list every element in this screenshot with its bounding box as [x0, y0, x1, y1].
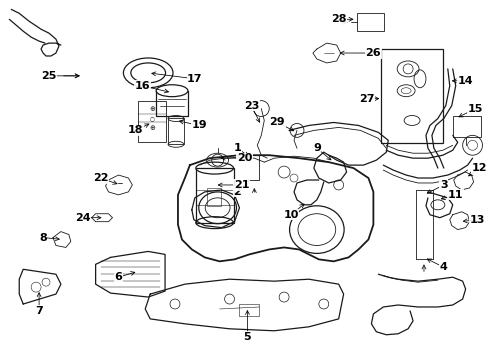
Text: 1: 1: [233, 143, 241, 153]
Text: 13: 13: [469, 215, 484, 225]
Text: 8: 8: [39, 233, 47, 243]
Text: 6: 6: [114, 272, 122, 282]
Bar: [206, 188, 220, 206]
Text: 11: 11: [447, 190, 463, 200]
Text: 7: 7: [35, 306, 43, 316]
Text: ⊕: ⊕: [149, 125, 155, 131]
Text: 12: 12: [471, 163, 486, 173]
Bar: [138, 101, 166, 142]
Text: 20: 20: [236, 153, 252, 163]
Text: ⊕: ⊕: [149, 105, 155, 112]
Bar: [356, 13, 384, 31]
Text: 25: 25: [41, 71, 57, 81]
Text: 29: 29: [269, 117, 285, 127]
Text: 10: 10: [283, 210, 298, 220]
Text: 24: 24: [75, 213, 90, 223]
Text: 2: 2: [233, 187, 241, 197]
Text: 26: 26: [365, 48, 381, 58]
Text: 21: 21: [233, 180, 249, 190]
Text: 17: 17: [187, 74, 202, 84]
Text: 15: 15: [467, 104, 482, 113]
Bar: [381, 49, 442, 143]
Text: 14: 14: [457, 76, 472, 86]
Text: 5: 5: [243, 332, 251, 342]
Text: 9: 9: [312, 143, 320, 153]
Text: 27: 27: [358, 94, 373, 104]
Text: 3: 3: [439, 180, 447, 190]
Bar: [168, 118, 183, 144]
Text: 22: 22: [93, 173, 108, 183]
Text: 23: 23: [243, 100, 259, 111]
Text: 18: 18: [127, 125, 143, 135]
Text: 4: 4: [439, 262, 447, 272]
Bar: [239, 304, 259, 316]
Text: 19: 19: [192, 121, 207, 130]
Bar: [452, 116, 480, 138]
Bar: [195, 168, 233, 222]
Text: ○: ○: [149, 116, 154, 121]
Text: 16: 16: [134, 81, 150, 91]
Text: 28: 28: [330, 14, 346, 24]
